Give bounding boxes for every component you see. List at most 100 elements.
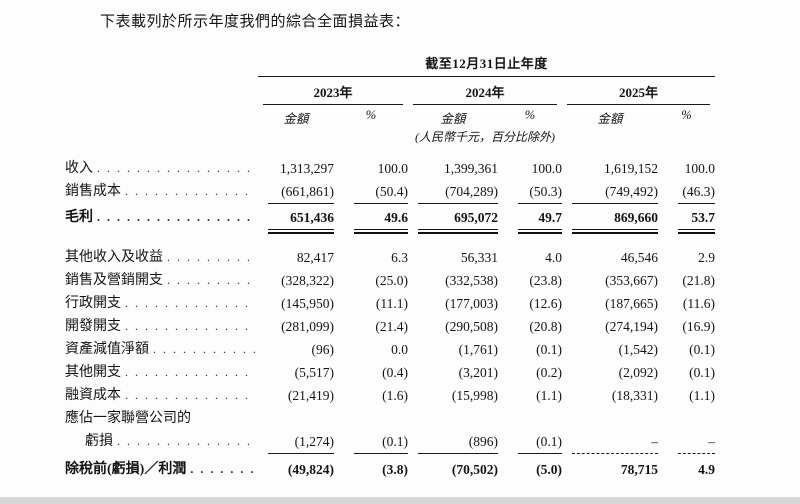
- pct-cell: [498, 407, 562, 430]
- cell-value: (332,538): [445, 273, 498, 288]
- cell-value: (20.8): [529, 319, 562, 334]
- amount-cell: (5,517): [258, 361, 334, 384]
- amount-cell: (2,092): [562, 361, 658, 384]
- table-row-revenue: 收入 1,313,297 100.0 1,399,361 100.0 1,619…: [65, 157, 715, 180]
- table-row-development-expenses: 開發開支 (281,099) (21.4) (290,508) (20.8) (…: [65, 315, 715, 338]
- amount-cell: 651,436: [258, 206, 334, 234]
- pct-cell: (0.4): [334, 361, 408, 384]
- cell-value: (749,492): [572, 180, 658, 204]
- pct-header-2024: %: [524, 108, 536, 122]
- cell-value: (661,861): [268, 180, 334, 204]
- amount-cell: [408, 407, 498, 430]
- amount-cell: 1,399,361: [408, 157, 498, 180]
- cell-value: (46.3): [678, 180, 715, 204]
- cell-value: (21,419): [287, 388, 334, 403]
- pct-cell: 49.6: [334, 206, 408, 234]
- cell-value: 0.0: [391, 342, 408, 357]
- dot-leader: [97, 206, 255, 229]
- pct-cell: (23.8): [498, 269, 562, 292]
- pct-cell: (0.1): [498, 430, 562, 454]
- amount-cell: (328,322): [258, 269, 334, 292]
- row-label: 毛利: [65, 210, 93, 225]
- pct-cell: 100.0: [334, 157, 408, 180]
- cell-value: (21.4): [375, 319, 408, 334]
- pct-cell: 4.0: [498, 246, 562, 269]
- cell-value: (145,950): [281, 296, 334, 311]
- pct-cell: 6.3: [334, 246, 408, 269]
- amount-cell: (704,289): [408, 180, 498, 204]
- year-header-2023: 2023年: [263, 77, 403, 105]
- table-row-gross-profit: 毛利 651,436 49.6 695,072 49.7 869,660 53.…: [65, 206, 715, 234]
- amount-cell: (21,419): [258, 384, 334, 407]
- cell-value: 695,072: [418, 206, 498, 234]
- amount-cell: (96): [258, 338, 335, 361]
- pct-cell: (5.0): [498, 458, 562, 481]
- dot-leader: [190, 458, 255, 481]
- row-label-cell: 開發開支: [65, 315, 258, 338]
- row-label-cell: 虧損: [65, 430, 258, 454]
- amount-cell: 869,660: [562, 206, 658, 234]
- amount-cell: (15,998): [408, 384, 498, 407]
- row-label: 銷售成本: [65, 184, 121, 199]
- row-label: 銷售及營銷開支: [65, 273, 163, 288]
- table-period-header-row: 截至12月31日止年度: [65, 53, 715, 77]
- cell-value: (1,274): [268, 430, 334, 454]
- dot-leader: [167, 269, 255, 292]
- cell-value: (0.1): [689, 365, 715, 380]
- amount-header-2023: 金額: [283, 112, 309, 126]
- pct-cell: [334, 407, 408, 430]
- table-row-finance-costs: 融資成本 (21,419) (1.6) (15,998) (1.1) (18,3…: [65, 384, 715, 407]
- row-label: 虧損: [85, 434, 113, 449]
- amount-cell: (661,861): [258, 180, 334, 204]
- pct-cell: (25.0): [334, 269, 408, 292]
- cell-value: 869,660: [572, 206, 658, 234]
- cell-value: (1.6): [382, 388, 408, 403]
- cell-value: (1.1): [536, 388, 562, 403]
- pct-cell: (21.8): [658, 269, 715, 292]
- amount-header-2024: 金額: [440, 112, 466, 126]
- pct-cell: (0.1): [658, 361, 715, 384]
- cell-value: 4.0: [545, 250, 562, 265]
- table-row-selling-expenses: 銷售及營銷開支 (328,322) (25.0) (332,538) (23.8…: [65, 269, 715, 292]
- pct-cell: (0.2): [498, 361, 562, 384]
- cell-value: (0.1): [518, 430, 562, 454]
- row-label-cell: 除稅前(虧損)／利潤: [65, 458, 258, 481]
- table-year-header-row: 2023年 2024年 2025年: [65, 77, 715, 105]
- units-note: (人民幣千元，百分比除外): [415, 130, 555, 144]
- cell-value: 1,399,361: [444, 161, 498, 176]
- cell-value: 78,715: [620, 462, 658, 477]
- cell-value: (0.2): [536, 365, 562, 380]
- amount-cell: (1,761): [408, 338, 498, 361]
- pct-header-2025: %: [681, 108, 692, 122]
- row-label: 其他收入及收益: [65, 250, 163, 265]
- pct-cell: (16.9): [658, 315, 715, 338]
- table-row-cost-of-sales: 銷售成本 (661,861) (50.4) (704,289) (50.3) (…: [65, 180, 715, 204]
- cell-value: 49.6: [354, 206, 408, 234]
- dot-leader: [125, 315, 255, 338]
- dot-leader: [125, 292, 255, 315]
- cell-value: (96): [311, 342, 335, 357]
- amount-cell: (281,099): [258, 315, 334, 338]
- cell-value: (18,331): [611, 388, 658, 403]
- cell-value: 1,619,152: [604, 161, 658, 176]
- cell-value: (896): [418, 430, 498, 454]
- pct-cell: (1.6): [334, 384, 408, 407]
- cell-value: (5,517): [294, 365, 334, 380]
- cell-value: 651,436: [268, 206, 334, 234]
- cell-value: (3,201): [458, 365, 498, 380]
- cell-value: (11.6): [682, 296, 715, 311]
- cell-value: (1,761): [458, 342, 498, 357]
- cell-value: (50.3): [518, 180, 562, 204]
- cell-value: 100.0: [531, 161, 562, 176]
- cell-value: (0.1): [689, 342, 715, 357]
- cell-value: 56,331: [460, 250, 498, 265]
- amount-header-2025: 金額: [597, 112, 623, 126]
- cell-value: 1,313,297: [280, 161, 334, 176]
- amount-cell: (18,331): [562, 384, 658, 407]
- pct-cell: (46.3): [658, 180, 715, 204]
- table-row-other-expenses: 其他開支 (5,517) (0.4) (3,201) (0.2) (2,092)…: [65, 361, 715, 384]
- amount-cell: (1,542): [562, 338, 658, 361]
- page-title: 下表載列於所示年度我們的綜合全面損益表：: [100, 14, 411, 30]
- cell-value: (49,824): [287, 462, 334, 477]
- amount-cell: (187,665): [562, 292, 658, 315]
